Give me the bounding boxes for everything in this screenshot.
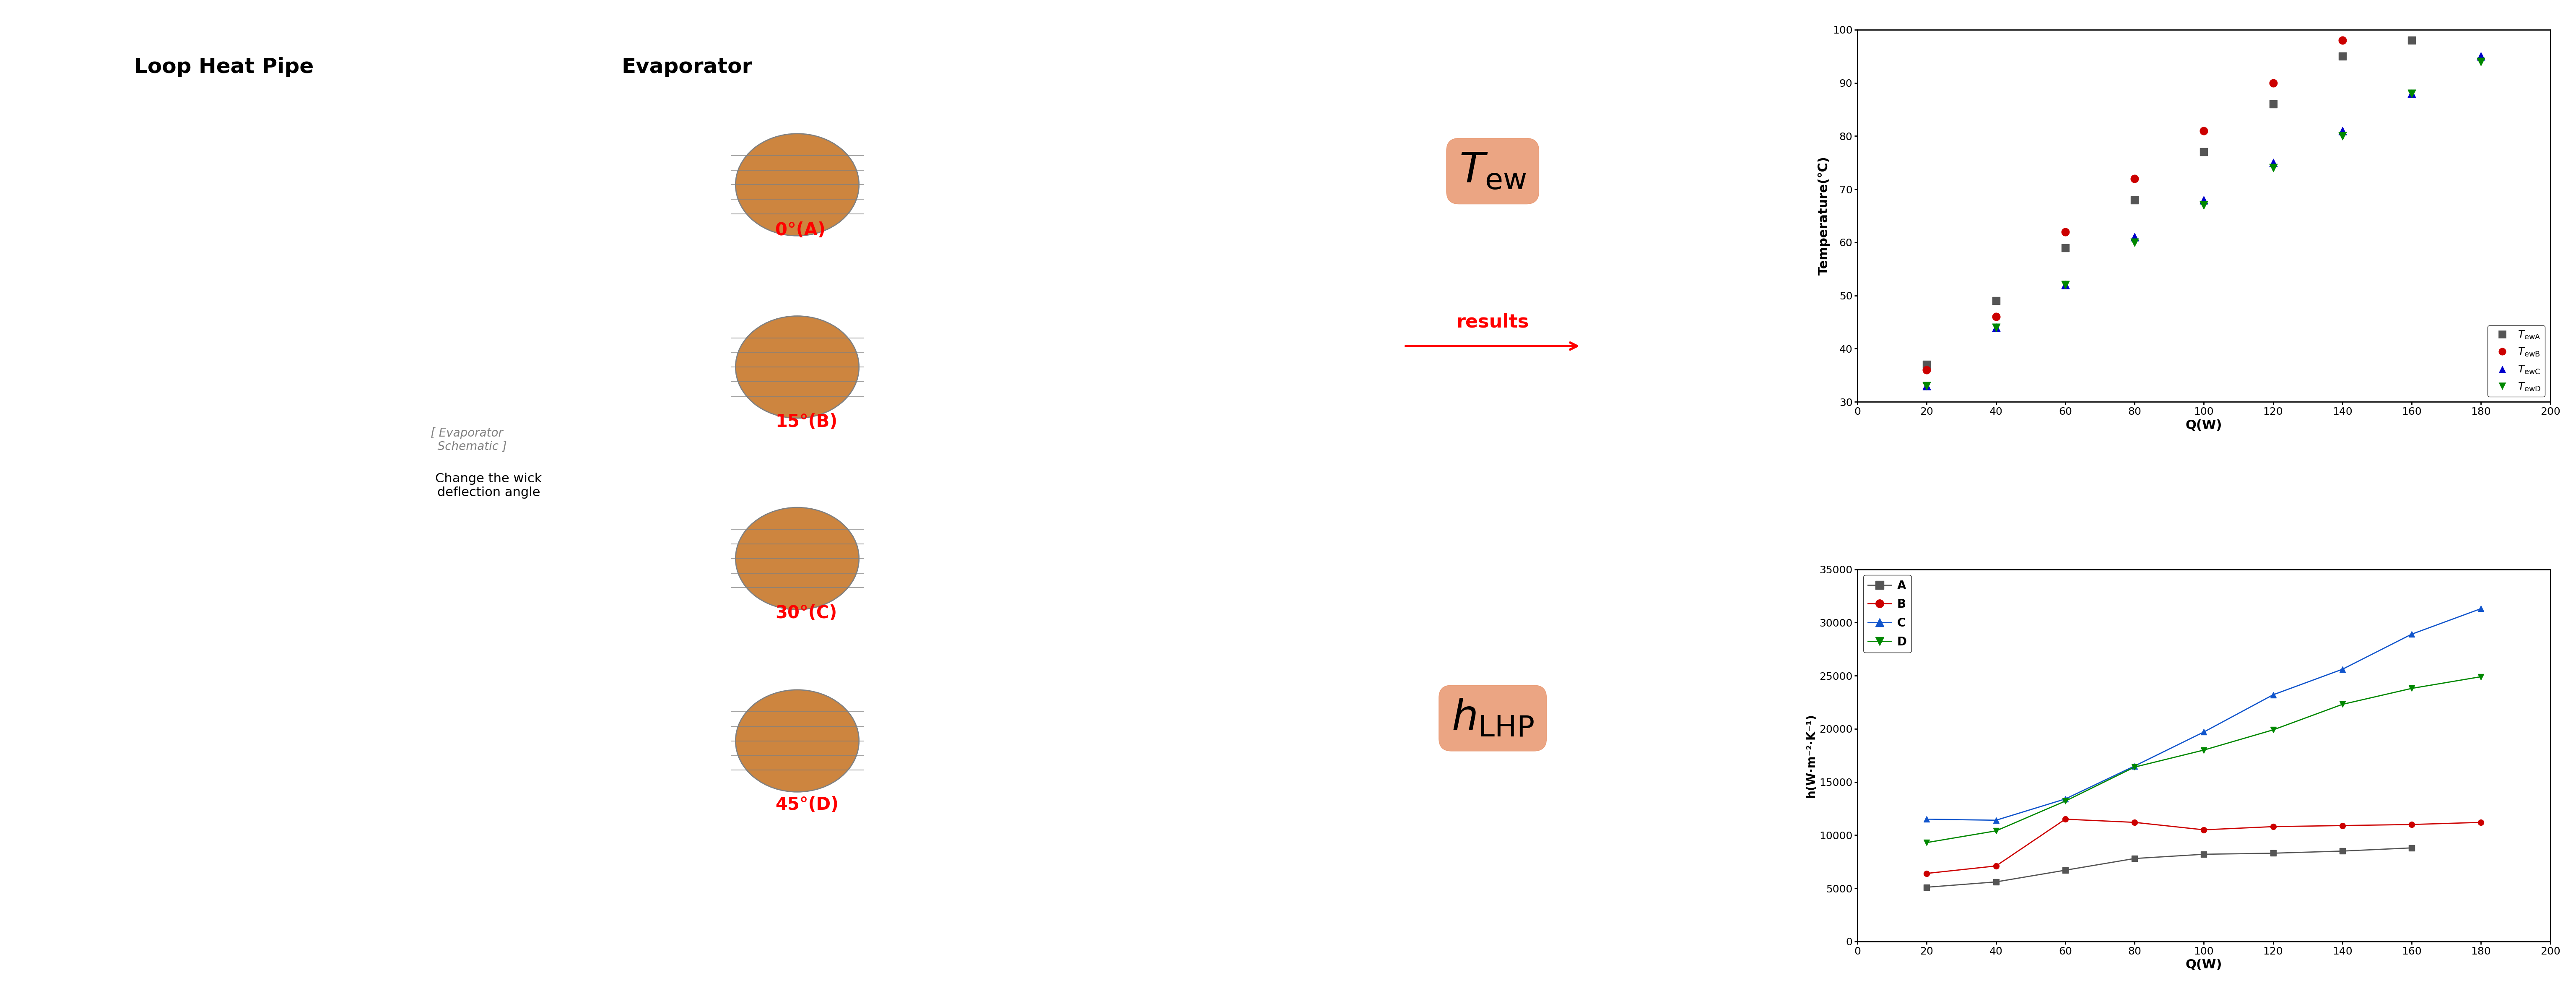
Point bbox=[2184, 197, 2226, 213]
Point bbox=[1976, 319, 2017, 335]
Point bbox=[1976, 309, 2017, 325]
Text: 15°(B): 15°(B) bbox=[775, 413, 837, 430]
Y-axis label: h(W·m⁻²·K⁻¹): h(W·m⁻²·K⁻¹) bbox=[1806, 714, 1816, 798]
Point bbox=[2321, 123, 2362, 139]
Circle shape bbox=[737, 690, 858, 792]
Point bbox=[2460, 54, 2501, 69]
Point bbox=[2045, 276, 2087, 292]
Point bbox=[2045, 224, 2087, 240]
Point bbox=[2460, 49, 2501, 64]
Point bbox=[2184, 144, 2226, 160]
Circle shape bbox=[737, 134, 858, 236]
Point bbox=[2391, 85, 2432, 101]
Text: 30°(C): 30°(C) bbox=[775, 605, 837, 622]
Point bbox=[2045, 240, 2087, 256]
Point bbox=[2391, 33, 2432, 49]
Point bbox=[1906, 357, 1947, 373]
Point bbox=[2321, 128, 2362, 144]
Point bbox=[2251, 160, 2293, 175]
Point bbox=[2391, 85, 2432, 101]
Text: [ Evaporator
   Schematic ]: [ Evaporator Schematic ] bbox=[428, 427, 507, 453]
Point bbox=[2184, 123, 2226, 139]
Text: Evaporator: Evaporator bbox=[621, 57, 752, 77]
Point bbox=[2115, 170, 2156, 186]
Point bbox=[2184, 192, 2226, 208]
Point bbox=[2045, 276, 2087, 292]
Point bbox=[1976, 319, 2017, 335]
Text: 45°(D): 45°(D) bbox=[775, 796, 840, 814]
Point bbox=[2115, 229, 2156, 245]
Legend: $T_{\mathrm{ewA}}$, $T_{\mathrm{ewB}}$, $T_{\mathrm{ewC}}$, $T_{\mathrm{ewD}}$: $T_{\mathrm{ewA}}$, $T_{\mathrm{ewB}}$, … bbox=[2488, 325, 2545, 396]
Text: results: results bbox=[1455, 313, 1530, 331]
Point bbox=[2251, 75, 2293, 91]
Point bbox=[2321, 33, 2362, 49]
Text: Loop Heat Pipe: Loop Heat Pipe bbox=[134, 57, 314, 77]
Text: $T_{\rm ew}$: $T_{\rm ew}$ bbox=[1458, 151, 1528, 191]
Text: 0°(A): 0°(A) bbox=[775, 222, 824, 239]
Y-axis label: Temperature(℃): Temperature(℃) bbox=[1819, 157, 1829, 275]
Point bbox=[2321, 49, 2362, 64]
X-axis label: Q(W): Q(W) bbox=[2184, 959, 2223, 971]
Point bbox=[1906, 378, 1947, 393]
Point bbox=[2251, 155, 2293, 170]
Point bbox=[1906, 378, 1947, 393]
Text: $h_{\rm LHP}$: $h_{\rm LHP}$ bbox=[1450, 698, 1533, 738]
Point bbox=[1906, 362, 1947, 378]
X-axis label: Q(W): Q(W) bbox=[2184, 419, 2223, 431]
Legend: A, B, C, D: A, B, C, D bbox=[1862, 575, 1911, 652]
Circle shape bbox=[737, 316, 858, 418]
Text: Change the wick
deflection angle: Change the wick deflection angle bbox=[435, 473, 541, 498]
Circle shape bbox=[737, 507, 858, 609]
Point bbox=[2251, 96, 2293, 112]
Point bbox=[1976, 293, 2017, 309]
Point bbox=[2115, 235, 2156, 251]
Point bbox=[2115, 192, 2156, 208]
